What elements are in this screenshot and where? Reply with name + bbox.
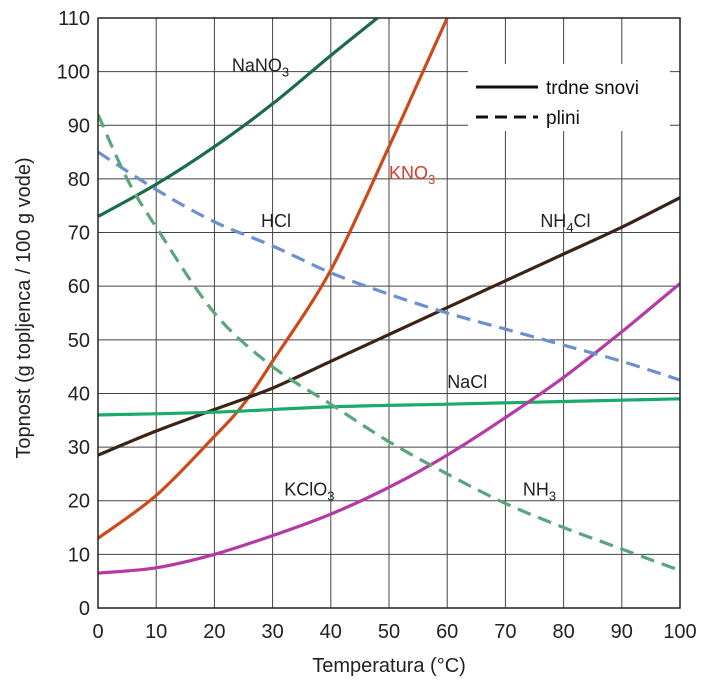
series-label-nano3: NaNO3 xyxy=(232,56,289,80)
series-layer xyxy=(98,18,680,575)
y-tick-label: 30 xyxy=(68,437,90,459)
legend: trdne snovi plini xyxy=(468,64,670,131)
x-tick-label: 20 xyxy=(203,621,225,643)
x-tick-label: 40 xyxy=(320,621,342,643)
y-tick-label: 20 xyxy=(68,491,90,513)
legend-label-gases: plini xyxy=(546,108,580,129)
series-labels: NaNO3 KNO3 NH4Cl NaCl KClO3 HCl NH3 xyxy=(232,56,591,504)
x-tick-label: 0 xyxy=(92,621,103,643)
y-tick-label: 90 xyxy=(68,115,90,137)
y-tick-label: 60 xyxy=(68,276,90,298)
y-tick-label: 110 xyxy=(58,8,90,30)
y-tick-label: 10 xyxy=(68,544,90,566)
y-tick-label: 0 xyxy=(79,598,90,620)
x-tick-label: 60 xyxy=(436,621,458,643)
y-tick-label: 100 xyxy=(57,62,90,84)
x-tick-label: 70 xyxy=(494,621,516,643)
plot-frame xyxy=(97,17,681,609)
legend-label-solids: trdne snovi xyxy=(546,78,639,99)
x-tick-label: 90 xyxy=(611,621,633,643)
series-line-kno3 xyxy=(98,18,449,540)
y-tick-label: 40 xyxy=(68,383,90,405)
x-tick-label: 30 xyxy=(261,621,283,643)
y-tick-label: 80 xyxy=(68,169,90,191)
series-label-kno3: KNO3 xyxy=(389,163,435,187)
series-line-nacl xyxy=(98,397,680,417)
series-label-nacl: NaCl xyxy=(447,372,487,392)
series-line-hcl xyxy=(98,150,680,382)
series-line-nano3 xyxy=(98,18,379,218)
x-tick-label: 80 xyxy=(552,621,574,643)
series-line-kclo3 xyxy=(98,282,680,575)
y-tick-label: 50 xyxy=(68,330,90,352)
x-tick-label: 100 xyxy=(663,621,696,643)
series-line-nh3 xyxy=(98,113,680,573)
series-label-nh3: NH3 xyxy=(523,479,556,503)
y-axis-title: Topnost (g topljenca / 100 g vode) xyxy=(13,157,35,458)
series-label-hcl: HCl xyxy=(261,211,291,231)
y-tick-label: 70 xyxy=(68,223,90,245)
series-label-kclo3: KClO3 xyxy=(284,479,334,503)
y-tick-labels: 0 10 20 30 40 50 60 70 80 90 100 110 xyxy=(57,8,90,620)
x-tick-label: 10 xyxy=(145,621,167,643)
legend-box xyxy=(468,64,670,131)
series-label-nh4cl: NH4Cl xyxy=(540,211,590,235)
x-tick-labels: 0 10 20 30 40 50 60 70 80 90 100 xyxy=(92,621,696,643)
x-axis-title: Temperatura (°C) xyxy=(312,655,466,677)
x-tick-label: 50 xyxy=(378,621,400,643)
